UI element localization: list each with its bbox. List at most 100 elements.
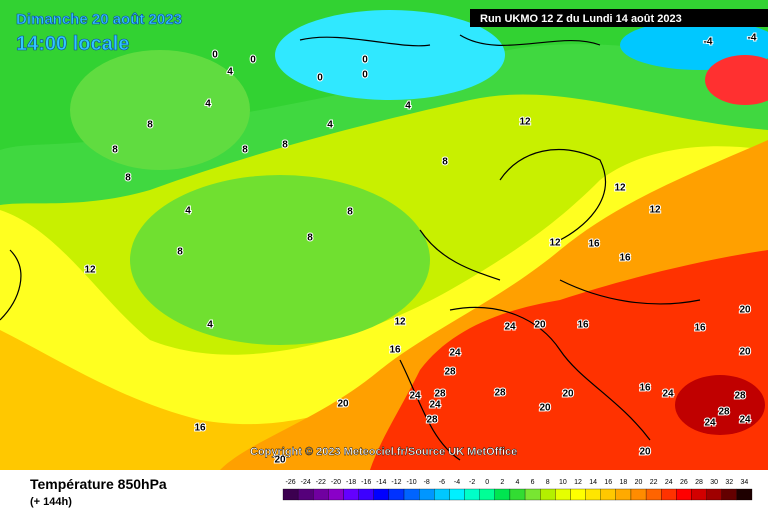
isotherm-label: 8: [442, 157, 448, 168]
scale-swatch: [721, 488, 738, 501]
scale-tick-label: 34: [741, 479, 749, 486]
isotherm-label: 28: [734, 391, 746, 402]
isotherm-label: 16: [389, 345, 401, 356]
scale-swatch: [403, 488, 420, 501]
scale-swatch: [494, 488, 511, 501]
scale-swatch: [661, 488, 677, 501]
isotherm-label: 4: [327, 120, 333, 131]
scale-swatch: [555, 488, 571, 501]
scale-tick-label: -2: [469, 479, 475, 486]
isotherm-label: 24: [409, 391, 421, 402]
isotherm-label: 28: [718, 407, 730, 418]
isotherm-label: 4: [227, 67, 233, 78]
scale-swatch: [313, 488, 329, 501]
scale-tick-label: 22: [650, 479, 658, 486]
scale-tick-label: 16: [604, 479, 612, 486]
isotherm-label: 20: [739, 305, 751, 316]
isotherm-label: 8: [112, 145, 118, 156]
scale-tick-label: 14: [589, 479, 597, 486]
footer-title: Température 850hPa: [30, 476, 167, 492]
scale-tick-label: 6: [531, 479, 535, 486]
scale-swatch: [524, 488, 541, 501]
scale-swatch: [358, 488, 374, 501]
scale-tick-label: 28: [695, 479, 703, 486]
run-label: Run UKMO 12 Z du Lundi 14 août 2023: [480, 13, 682, 25]
isotherm-label: 12: [614, 183, 626, 194]
scale-swatch: [479, 488, 495, 501]
isotherm-label: 20: [274, 455, 286, 466]
isotherm-label: 24: [504, 322, 516, 333]
scale-tick-label: 26: [680, 479, 688, 486]
scale-tick-label: -6: [439, 479, 445, 486]
scale-tick-label: 24: [665, 479, 673, 486]
scale-swatch: [419, 488, 435, 501]
isotherm-label: 12: [649, 205, 661, 216]
isotherm-label: 24: [704, 418, 716, 429]
isotherm-label: 8: [282, 140, 288, 151]
isotherm-label: 0: [250, 55, 256, 66]
isotherm-label: 16: [194, 423, 206, 434]
isotherm-label: 12: [84, 265, 96, 276]
scale-tick-label: 18: [620, 479, 628, 486]
isotherm-label: 4: [207, 320, 213, 331]
scale-tick-label: 20: [635, 479, 643, 486]
isotherm-label: 8: [242, 145, 248, 156]
scale-swatch: [570, 488, 586, 501]
isotherm-label: 28: [426, 415, 438, 426]
isotherm-label: 28: [444, 367, 456, 378]
scale-tick-label: 32: [725, 479, 733, 486]
isotherm-label: -4: [704, 37, 713, 48]
isotherm-label: 12: [519, 117, 531, 128]
isotherm-label: 20: [534, 320, 546, 331]
scale-tick-label: 4: [516, 479, 520, 486]
scale-swatch: [449, 488, 465, 501]
scale-swatch: [373, 488, 390, 501]
scale-swatch: [736, 488, 753, 501]
isotherm-label: 8: [125, 173, 131, 184]
scale-tick-label: 30: [710, 479, 718, 486]
isotherm-label: 0: [212, 50, 218, 61]
scale-swatch: [691, 488, 707, 501]
scale-swatch: [343, 488, 359, 501]
scale-swatch: [388, 488, 405, 501]
isotherm-label: 16: [639, 383, 651, 394]
scale-swatch: [676, 488, 692, 501]
isotherm-label: 20: [539, 403, 551, 414]
scale-tick-label: -18: [346, 479, 356, 486]
scale-swatch: [282, 488, 299, 501]
isotherm-label: 20: [739, 347, 751, 358]
scale-swatch: [464, 488, 480, 501]
scale-tick-label: 0: [485, 479, 489, 486]
scale-tick-label: -22: [316, 479, 326, 486]
isotherm-label: 28: [434, 389, 446, 400]
isotherm-label: 24: [662, 389, 674, 400]
scale-tick-label: 10: [559, 479, 567, 486]
scale-swatch: [434, 488, 450, 501]
scale-tick-label: -10: [407, 479, 417, 486]
isotherm-label: 20: [562, 389, 574, 400]
isotherm-label: 24: [429, 400, 441, 411]
copyright: Copyright © 2023 Meteociel.fr/Source UK …: [250, 446, 517, 458]
scale-swatch: [645, 488, 662, 501]
scale-swatch: [630, 488, 647, 501]
isotherm-label: 8: [307, 233, 313, 244]
run-box: [470, 9, 768, 27]
color-scale: -26 -24 -22 -20 -18 -16 -14 -12 -10 -8 -6 -4 -2 0 2 4 6 8…: [282, 479, 753, 501]
isotherm-label: 16: [588, 239, 600, 250]
scale-tick-label: 2: [500, 479, 504, 486]
isotherm-label: 4: [205, 99, 211, 110]
isotherm-label: 8: [347, 207, 353, 218]
isotherm-label: 24: [449, 348, 461, 359]
isotherm-label: 4: [185, 206, 191, 217]
isotherm-label: 0: [362, 70, 368, 81]
scale-swatch: [585, 488, 601, 501]
scale-tick-label: -20: [331, 479, 341, 486]
scale-tick-label: -4: [454, 479, 460, 486]
scale-swatch: [540, 488, 556, 501]
map-background: [0, 0, 768, 470]
isotherm-label: 28: [494, 388, 506, 399]
scale-tick-label: -8: [424, 479, 430, 486]
isotherm-label: 12: [549, 238, 561, 249]
